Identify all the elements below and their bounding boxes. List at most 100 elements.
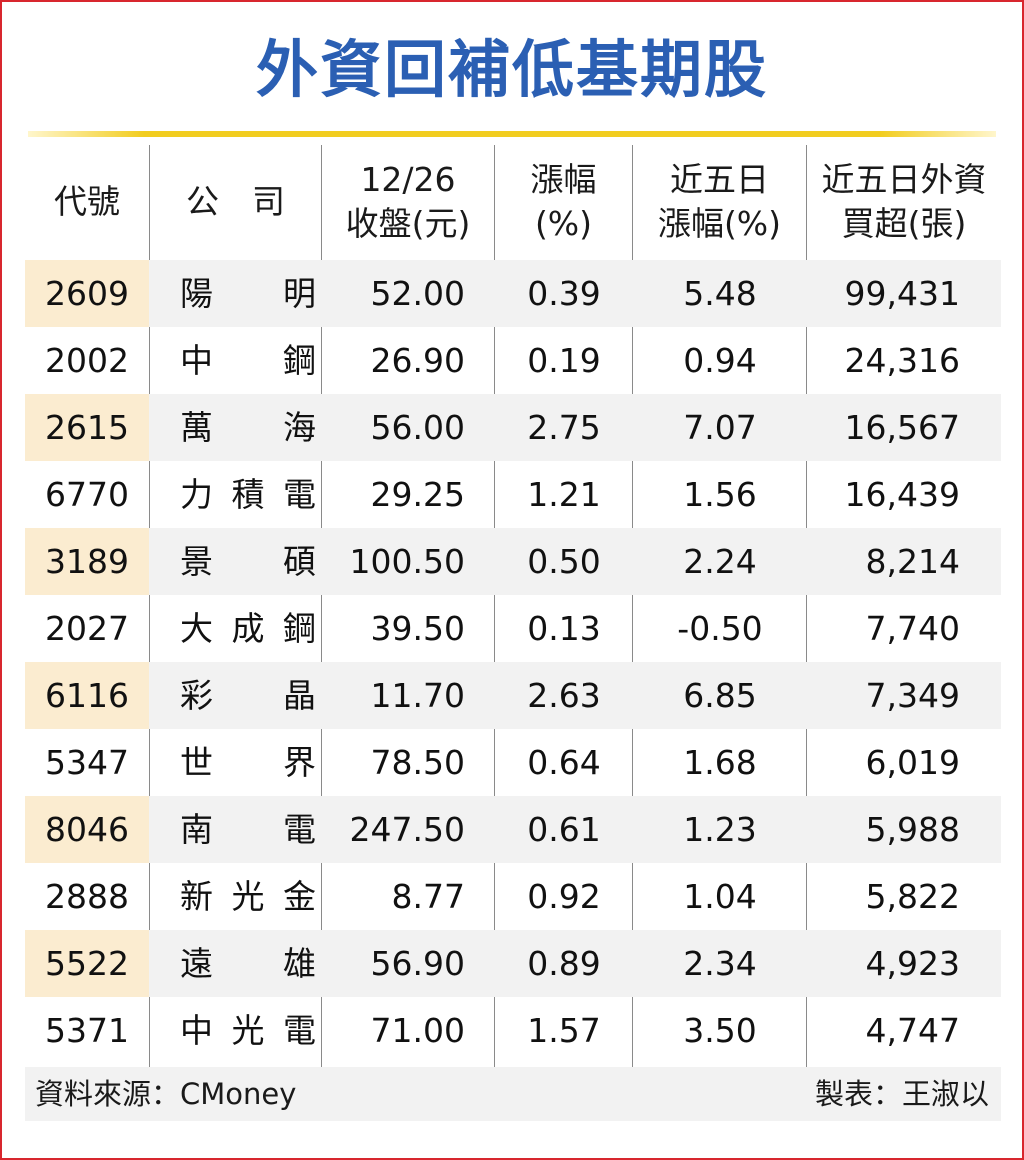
table-credit: 製表：王淑以 [814,1077,989,1111]
cell-close: 11.70 [370,676,465,715]
cell-code: 5347 [45,743,129,782]
header-close: 12/26 收盤(元) [322,145,494,259]
table-row: 3189 景 碩 100.50 0.50 2.24 8,214 [25,528,1001,595]
cell-code: 2027 [45,609,129,648]
cell-company: 陽 明 [180,274,316,313]
cell-change: 1.57 [527,1011,601,1050]
table-row: 2888 新光金 8.77 0.92 1.04 5,822 [25,863,1001,930]
cell-5day-change: 1.23 [683,810,757,849]
cell-foreign-buy: 24,316 [844,341,960,380]
data-source: 資料來源：CMoney [35,1077,297,1111]
header-change-label: 漲幅 [530,160,597,199]
cell-code: 5371 [45,1011,129,1050]
cell-company: 中光電 [180,1011,316,1050]
cell-5day-change: 7.07 [683,408,757,447]
column-divider [321,145,322,1067]
header-close-label: 收盤(元) [345,204,471,243]
cell-company: 新光金 [180,877,316,916]
header-close-date: 12/26 [360,160,456,199]
header-5day-unit: 漲幅(%) [657,204,782,243]
cell-change: 0.39 [527,274,601,313]
cell-code: 3189 [25,528,149,595]
cell-change: 0.92 [527,877,601,916]
cell-foreign-buy: 6,019 [865,743,960,782]
cell-company: 力積電 [180,475,316,514]
table-row: 2002 中 鋼 26.90 0.19 0.94 24,316 [25,327,1001,394]
header-foreign-buy-label: 近五日外資 [821,160,987,199]
header-5day-change: 近五日 漲幅(%) [633,145,806,259]
cell-company: 大成鋼 [180,609,316,648]
table-row: 6770 力積電 29.25 1.21 1.56 16,439 [25,461,1001,528]
column-divider [806,145,807,1067]
column-divider [632,145,633,1067]
cell-5day-change: 6.85 [683,676,757,715]
header-change: 漲幅 (%) [495,145,632,259]
cell-close: 29.25 [370,475,465,514]
header-name: 公 司 [150,145,321,259]
cell-foreign-buy: 4,923 [865,944,960,983]
table-row: 8046 南 電 247.50 0.61 1.23 5,988 [25,796,1001,863]
cell-5day-change: 1.04 [683,877,757,916]
header-foreign-buy-unit: 買超(張) [841,204,967,243]
cell-5day-change: 2.24 [683,542,757,581]
cell-close: 8.77 [391,877,465,916]
cell-code: 2002 [45,341,129,380]
cell-5day-change: 0.94 [683,341,757,380]
cell-close: 78.50 [370,743,465,782]
cell-close: 39.50 [370,609,465,648]
cell-close: 52.00 [370,274,465,313]
cell-close: 100.50 [349,542,465,581]
cell-change: 0.50 [527,542,601,581]
cell-5day-change: 3.50 [683,1011,757,1050]
cell-5day-change: 2.34 [683,944,757,983]
header-name-label: 公 司 [186,182,285,221]
cell-foreign-buy: 5,988 [865,810,960,849]
cell-close: 71.00 [370,1011,465,1050]
cell-close: 26.90 [370,341,465,380]
cell-change: 0.61 [527,810,601,849]
cell-company: 中 鋼 [180,341,316,380]
column-divider [149,145,150,1067]
page-title: 外資回補低基期股 [255,33,768,106]
title-underline [28,131,996,137]
cell-code: 2615 [25,394,149,461]
cell-change: 1.21 [527,475,601,514]
cell-foreign-buy: 16,439 [844,475,960,514]
cell-foreign-buy: 4,747 [865,1011,960,1050]
table-row: 2027 大成鋼 39.50 0.13 -0.50 7,740 [25,595,1001,662]
cell-code: 5522 [25,930,149,997]
cell-change: 2.75 [527,408,601,447]
table-row: 5347 世 界 78.50 0.64 1.68 6,019 [25,729,1001,796]
cell-close: 247.50 [349,810,465,849]
cell-5day-change: 1.68 [683,743,757,782]
table-row: 5522 遠 雄 56.90 0.89 2.34 4,923 [25,930,1001,997]
header-code-label: 代號 [54,182,120,221]
column-divider [494,145,495,1067]
cell-company: 彩 晶 [180,676,316,715]
cell-company: 景 碩 [180,542,316,581]
table-row: 2609 陽 明 52.00 0.39 5.48 99,431 [25,260,1001,327]
cell-close: 56.90 [370,944,465,983]
cell-change: 0.64 [527,743,601,782]
cell-5day-change: 5.48 [683,274,757,313]
cell-foreign-buy: 99,431 [844,274,960,313]
table-row: 6116 彩 晶 11.70 2.63 6.85 7,349 [25,662,1001,729]
header-code: 代號 [25,145,149,259]
cell-code: 8046 [25,796,149,863]
cell-foreign-buy: 5,822 [865,877,960,916]
cell-change: 0.19 [527,341,601,380]
cell-code: 6116 [25,662,149,729]
cell-5day-change: -0.50 [677,609,763,648]
cell-5day-change: 1.56 [683,475,757,514]
cell-foreign-buy: 7,349 [865,676,960,715]
cell-company: 世 界 [180,743,316,782]
cell-company: 萬 海 [180,408,316,447]
cell-code: 2609 [25,260,149,327]
cell-foreign-buy: 16,567 [844,408,960,447]
header-5day-label: 近五日 [669,160,769,199]
cell-change: 2.63 [527,676,601,715]
header-change-unit: (%) [534,204,593,243]
table-row: 2615 萬 海 56.00 2.75 7.07 16,567 [25,394,1001,461]
cell-company: 遠 雄 [180,944,316,983]
